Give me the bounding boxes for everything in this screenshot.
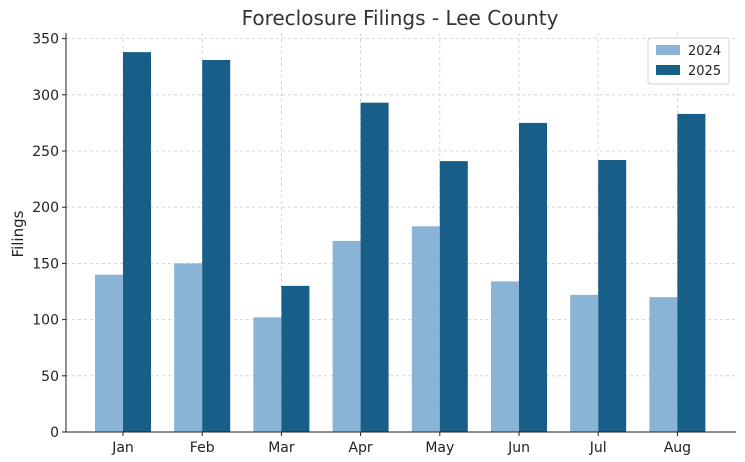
grid-lines [66,33,736,433]
bar-2025-feb [202,59,231,433]
x-tick-label-mar: Mar [268,440,295,456]
legend-label-2024: 2024 [688,44,721,59]
y-tick-label: 350 [32,32,59,48]
bar-2025-jan [123,52,151,432]
y-tick-label: 150 [32,256,59,272]
tick-labels: 0 50 100 150 200 250 300 350 Jan Feb Mar Apr May Jun J… [32,32,691,456]
bars [95,52,706,433]
bar-2024-may [411,226,440,432]
legend-swatch-2024 [656,45,680,55]
legend-label-2025: 2025 [688,64,721,79]
bar-2024-jul [570,294,599,432]
bar-2024-mar [253,317,282,432]
bar-2024-apr [332,240,361,432]
axes [62,33,736,436]
legend-swatch-2025 [656,65,680,75]
y-tick-label: 0 [50,425,59,441]
bar-2025-apr [360,102,389,432]
x-tick-label-apr: Apr [348,440,372,456]
x-tick-label-jan: Jan [111,440,134,456]
y-tick-label: 50 [41,369,59,385]
bar-2025-may [439,161,468,432]
x-tick-label-jun: Jun [507,440,530,456]
y-tick-label: 100 [32,313,59,329]
bar-2025-mar [281,285,310,432]
chart-title: Foreclosure Filings - Lee County [242,6,559,30]
y-tick-label: 200 [32,200,59,216]
y-tick-label: 300 [32,88,59,104]
bar-2025-aug [677,113,706,432]
x-tick-label-may: May [425,440,454,456]
bar-2024-jun [491,281,519,432]
bar-2025-jul [598,160,627,433]
bar-2025-jun [519,122,547,432]
bar-2024-jan [95,274,123,432]
y-axis-label: Filings [9,210,27,257]
bar-2024-aug [649,297,678,432]
y-tick-label: 250 [32,144,59,160]
x-tick-label-jul: Jul [589,440,607,456]
x-tick-label-feb: Feb [190,440,215,456]
bar-2024-feb [174,263,203,432]
x-tick-label-aug: Aug [664,440,691,456]
legend: 2024 2025 [647,37,730,85]
